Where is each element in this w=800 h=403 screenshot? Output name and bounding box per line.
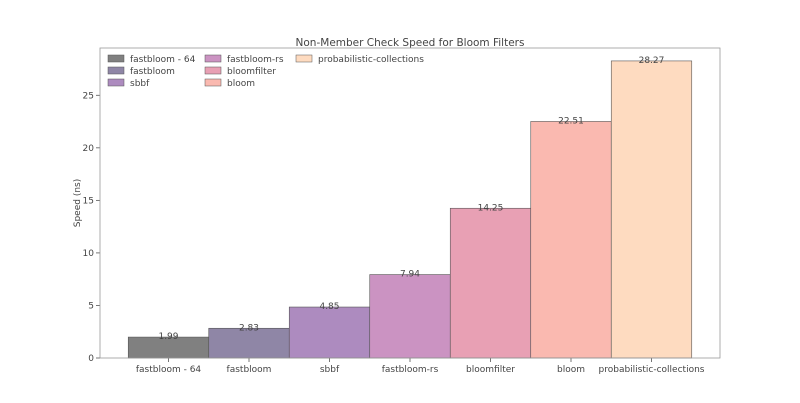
data-label: 1.99 [158, 332, 178, 342]
legend-swatch [295, 54, 313, 63]
plot-frame [99, 47, 721, 359]
legend-item: bloom [204, 78, 255, 89]
data-label: 4.85 [319, 302, 339, 312]
x-tick-label: bloomfilter [466, 365, 515, 375]
y-tick-label: 0 [88, 354, 94, 364]
legend-item: fastbloom [107, 66, 175, 77]
bar-bloomfilter [449, 207, 532, 359]
legend-swatch [204, 54, 222, 63]
legend-label: fastbloom [130, 67, 175, 77]
y-tick-label: 5 [88, 301, 94, 311]
legend-item: sbbf [107, 78, 150, 89]
legend-swatch [204, 78, 222, 87]
x-tick-label: fastbloom [227, 365, 272, 375]
legend-item: probabilistic-collections [295, 54, 424, 65]
legend-item: fastbloom-rs [204, 54, 284, 65]
y-axis: 0 5 10 15 20 25 [83, 91, 100, 364]
x-tick-label: sbbf [320, 365, 340, 375]
data-label: 7.94 [400, 270, 420, 280]
x-tick-label: fastbloom - 64 [136, 365, 202, 375]
x-axis: fastbloom - 64 fastbloom sbbf fastbloom-rs b… [136, 358, 705, 375]
legend-label: probabilistic-collections [318, 55, 424, 65]
data-label: 22.51 [558, 116, 584, 126]
legend-label: bloomfilter [227, 67, 276, 77]
legend-label: bloom [227, 79, 255, 89]
y-tick-label: 25 [83, 91, 94, 101]
legend-swatch [107, 78, 125, 87]
bar-sbbf [288, 306, 371, 359]
legend: fastbloom - 64 fastbloom sbbf fastbloom-rs b… [107, 54, 424, 89]
legend-label: sbbf [130, 79, 150, 89]
bar-bloom [530, 121, 612, 359]
bar-probabilistic-collections [610, 60, 693, 359]
x-tick-label: bloom [557, 365, 585, 375]
y-tick-label: 20 [83, 144, 95, 154]
legend-label: fastbloom-rs [227, 55, 284, 65]
legend-item: bloomfilter [204, 66, 276, 77]
legend-swatch [107, 66, 125, 75]
chart-title: Non-Member Check Speed for Bloom Filters [296, 37, 525, 49]
x-tick-label: fastbloom-rs [382, 365, 439, 375]
data-labels-group: 1.99 2.83 4.85 7.94 14.25 22.51 28.27 [158, 56, 664, 342]
bar-fastbloom [208, 327, 290, 359]
y-tick-label: 10 [83, 249, 95, 259]
data-label: 14.25 [478, 203, 504, 213]
y-tick-label: 15 [83, 196, 94, 206]
legend-swatch [107, 54, 125, 63]
data-label: 2.83 [239, 323, 259, 333]
x-tick-label: probabilistic-collections [599, 365, 705, 375]
y-axis-label: Speed (ns) [73, 179, 83, 228]
legend-item: fastbloom - 64 [107, 54, 196, 65]
bars-group [127, 60, 693, 359]
legend-label: fastbloom - 64 [130, 55, 196, 65]
data-label: 28.27 [639, 56, 665, 66]
legend-swatch [204, 66, 222, 75]
bar-fastbloom-rs [369, 274, 451, 359]
